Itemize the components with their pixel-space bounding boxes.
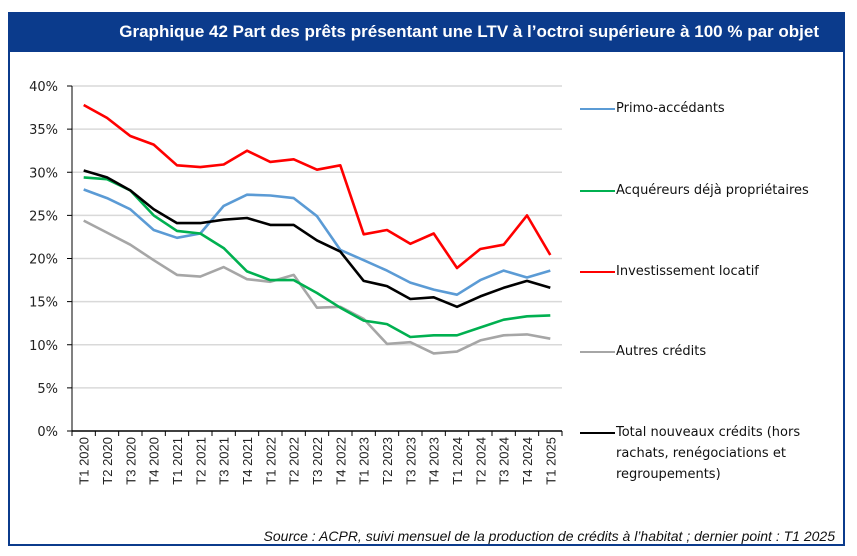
legend-label: Acquéreurs déjà propriétaires <box>616 183 809 198</box>
y-tick-label: 10% <box>29 339 58 354</box>
legend-label: Total nouveaux crédits (hors rachats, re… <box>616 422 836 485</box>
legend-label: Autres crédits <box>616 344 707 359</box>
x-tick-label: T1 2023 <box>357 437 372 485</box>
series-lines <box>83 103 552 355</box>
legend-swatch-acquereurs <box>580 190 615 192</box>
x-tick-label: T2 2021 <box>193 437 208 485</box>
x-tick-label: T2 2023 <box>380 437 395 485</box>
x-tick-label: T1 2025 <box>543 437 558 485</box>
series-line-0 <box>83 188 551 297</box>
x-tick-label: T1 2022 <box>263 437 278 485</box>
legend-swatch-primo-accedants <box>580 108 615 110</box>
x-tick-label: T4 2021 <box>240 437 255 485</box>
x-tick-label: T2 2022 <box>287 437 302 485</box>
x-tick-label: T3 2020 <box>123 437 138 485</box>
series-line-4 <box>83 169 551 309</box>
chart-frame <box>8 12 845 546</box>
source-note: Source : ACPR, suivi mensuel de la produ… <box>263 528 835 544</box>
x-tick-label: T2 2024 <box>473 437 488 485</box>
gridlines <box>72 85 562 389</box>
x-tick-label: T3 2021 <box>217 437 232 485</box>
legend-swatch-autres-credits <box>580 351 615 353</box>
y-tick-label: 20% <box>29 253 58 268</box>
x-tick-label: T1 2021 <box>170 437 185 485</box>
legend-swatch-investissement-locatif <box>580 271 615 273</box>
x-tick-label: T2 2020 <box>100 437 115 485</box>
x-tick-label: T4 2022 <box>333 437 348 485</box>
y-tick-label: 5% <box>37 382 58 397</box>
x-tick-label: T1 2020 <box>77 437 92 485</box>
axes <box>71 86 562 432</box>
legend-label-line: Total nouveaux crédits (hors <box>616 425 801 440</box>
series-line-2 <box>83 103 552 270</box>
legend-label: Investissement locatif <box>616 264 759 279</box>
x-tick-label: T4 2023 <box>427 437 442 485</box>
series-line-1 <box>83 176 551 339</box>
y-tick-label: 15% <box>29 296 58 311</box>
legend-label: Primo-accédants <box>616 101 725 116</box>
series-line-3 <box>83 219 551 355</box>
y-tick-label: 30% <box>29 166 58 181</box>
y-tick-label: 25% <box>29 209 58 224</box>
legend-swatch-total-nouveaux-credits <box>580 432 615 434</box>
x-tick-label: T1 2024 <box>450 437 465 485</box>
x-axis-ticks: T1 2020 T2 2020 T3 2020 T4 2020 T1 2021 T2 20… <box>71 431 563 485</box>
y-tick-label: 35% <box>29 123 58 138</box>
y-tick-label: 40% <box>29 80 58 95</box>
chart-title: Graphique 42 Part des prêts présentant u… <box>8 12 845 52</box>
y-axis-ticks: 0% 5% 10% 15% 20% 25% 30% 35% 40% <box>29 80 72 440</box>
legend-label-line: regroupements) <box>616 467 721 482</box>
x-tick-label: T3 2022 <box>310 437 325 485</box>
x-tick-label: T4 2020 <box>147 437 162 485</box>
x-tick-label: T3 2023 <box>403 437 418 485</box>
x-tick-label: T4 2024 <box>520 437 535 485</box>
y-tick-label: 0% <box>37 425 58 440</box>
x-tick-label: T3 2024 <box>497 437 512 485</box>
legend-label-line: rachats, renégociations et <box>616 446 786 461</box>
